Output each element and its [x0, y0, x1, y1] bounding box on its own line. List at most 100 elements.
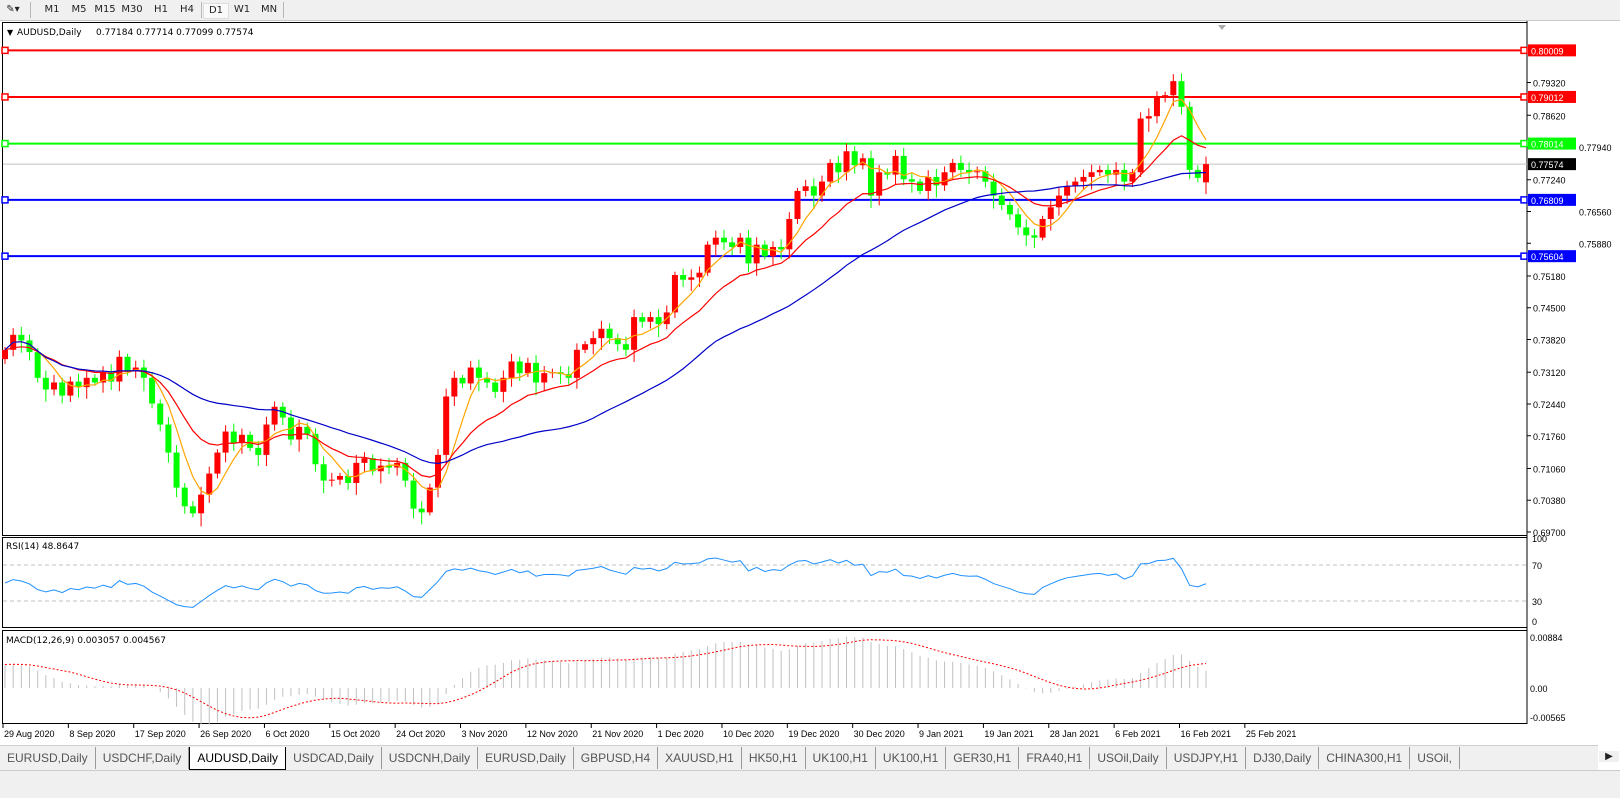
date-label: 25 Feb 2021: [1246, 729, 1297, 739]
tab-gbpusd-h4[interactable]: GBPUSD,H4: [574, 747, 659, 769]
level-handle: [1520, 139, 1528, 148]
line-tool-icon[interactable]: ✎▾: [6, 4, 20, 15]
tab-uk100-h1[interactable]: UK100,H1: [806, 747, 876, 769]
tab-uk100-h1[interactable]: UK100,H1: [876, 747, 947, 769]
candle-body: [435, 454, 442, 488]
date-label: 17 Sep 2020: [135, 729, 186, 739]
candle-body: [206, 473, 213, 495]
date-label: 29 Aug 2020: [4, 729, 55, 739]
candle-body: [1023, 227, 1030, 236]
candle-body: [304, 426, 311, 434]
candle-body: [271, 406, 278, 425]
timeframe-m5[interactable]: M5: [71, 4, 87, 15]
macd-label: MACD(12,26,9) 0.003057 0.004567: [6, 636, 166, 646]
candle-body: [1121, 169, 1128, 182]
candle-body: [957, 162, 964, 170]
timeframe-h4[interactable]: H4: [180, 4, 194, 15]
date-label: 21 Nov 2020: [592, 729, 643, 739]
tab-eurusd-daily[interactable]: EURUSD,Daily: [0, 747, 96, 769]
timeframe-m1[interactable]: M1: [44, 4, 60, 15]
macd-tick-label: 0.00884: [1530, 633, 1563, 643]
tab-usdcad-daily[interactable]: USDCAD,Daily: [286, 747, 382, 769]
candle-body: [132, 367, 139, 371]
level-handle: [1, 139, 9, 148]
candle-body: [385, 465, 392, 468]
candle-body: [680, 275, 687, 280]
candle-body: [1162, 95, 1169, 98]
rsi-tick-label: 100: [1532, 534, 1547, 544]
candle-body: [67, 381, 74, 396]
rsi-tick-label: 70: [1532, 561, 1542, 571]
rsi-tick-label: 30: [1532, 597, 1542, 607]
tab-hk50-h1[interactable]: HK50,H1: [742, 747, 806, 769]
chart-tabs: EURUSD,Daily USDCHF,Daily AUDUSD,Daily USDC…: [0, 745, 1598, 770]
chart-symbol-label: AUDUSD,Daily: [17, 28, 82, 38]
arrow-right-icon[interactable]: ▶: [1599, 751, 1619, 762]
candle-body: [426, 487, 433, 513]
candle-body: [1178, 81, 1185, 107]
candle-body: [1186, 106, 1193, 170]
timeframe-h1[interactable]: H1: [154, 4, 168, 15]
price-tick-label: 0.75180: [1533, 272, 1566, 282]
candle-body: [835, 162, 842, 173]
candle-body: [802, 186, 809, 191]
candle-body: [410, 480, 417, 509]
candle-body: [712, 237, 719, 245]
price-chart[interactable]: ▼ AUDUSD,Daily 0.77184 0.77714 0.77099 0.7…: [0, 21, 1620, 745]
timeframe-m15[interactable]: M15: [94, 4, 116, 15]
level-price-tag: [1528, 250, 1576, 263]
tab-usdcnh-daily[interactable]: USDCNH,Daily: [382, 747, 479, 769]
date-label: 6 Feb 2021: [1115, 729, 1161, 739]
tab-usoil-daily[interactable]: USOil,Daily: [1090, 747, 1167, 769]
tab-ger30-h1[interactable]: GER30,H1: [946, 747, 1020, 769]
candle-body: [1072, 181, 1079, 187]
candle-body: [467, 367, 474, 384]
price-tick-label: 0.79320: [1533, 79, 1566, 89]
level-price-tag: [1528, 137, 1576, 150]
timeframe-d1[interactable]: D1: [203, 3, 229, 19]
candle-body: [100, 372, 107, 383]
candle-body: [75, 381, 82, 388]
candle-body: [336, 475, 343, 480]
tab-fra40-h1[interactable]: FRA40,H1: [1019, 747, 1091, 769]
level-price-tag: [1528, 44, 1576, 57]
tab-dj30-daily[interactable]: DJ30,Daily: [1246, 747, 1320, 769]
candle-body: [982, 171, 989, 182]
timeframe-m30[interactable]: M30: [121, 4, 143, 15]
candle-body: [949, 162, 956, 173]
tab-xauusd-h1[interactable]: XAUUSD,H1: [658, 747, 742, 769]
tab-usdchf-daily[interactable]: USDCHF,Daily: [96, 747, 190, 769]
tab-usdjpy-h1[interactable]: USDJPY,H1: [1167, 747, 1247, 769]
tab-audusd-daily[interactable]: AUDUSD,Daily: [189, 747, 287, 770]
date-label: 8 Sep 2020: [69, 729, 115, 739]
candle-body: [810, 186, 817, 196]
tab-usoil-[interactable]: USOil,: [1410, 747, 1460, 769]
candle-body: [990, 181, 997, 196]
candle-body: [238, 434, 245, 444]
candle-body: [908, 179, 915, 182]
candle-body: [786, 218, 793, 250]
candle-body: [116, 356, 123, 382]
macd-tick-label: 0.00: [1530, 684, 1548, 694]
price-tick-label: 0.75880: [1579, 239, 1612, 249]
candle-body: [582, 344, 589, 350]
candle-body: [26, 340, 33, 353]
level-price-label: 0.80009: [1531, 46, 1564, 56]
candle-body: [1096, 169, 1103, 173]
candle-body: [1039, 218, 1046, 238]
candle-body: [541, 373, 548, 383]
candle-body: [966, 169, 973, 173]
candle-body: [827, 162, 834, 182]
date-label: 15 Oct 2020: [331, 729, 380, 739]
date-label: 10 Dec 2020: [723, 729, 774, 739]
candle-body: [34, 352, 41, 378]
tab-eurusd-daily[interactable]: EURUSD,Daily: [478, 747, 574, 769]
timeframe-mn[interactable]: MN: [260, 4, 278, 15]
candle-body: [1047, 207, 1054, 219]
candle-body: [998, 195, 1005, 205]
status-area: [0, 770, 1620, 798]
price-tick-label: 0.73120: [1533, 368, 1566, 378]
candle-body: [1031, 235, 1038, 238]
timeframe-w1[interactable]: W1: [233, 4, 251, 15]
tab-china300-h1[interactable]: CHINA300,H1: [1319, 747, 1411, 769]
